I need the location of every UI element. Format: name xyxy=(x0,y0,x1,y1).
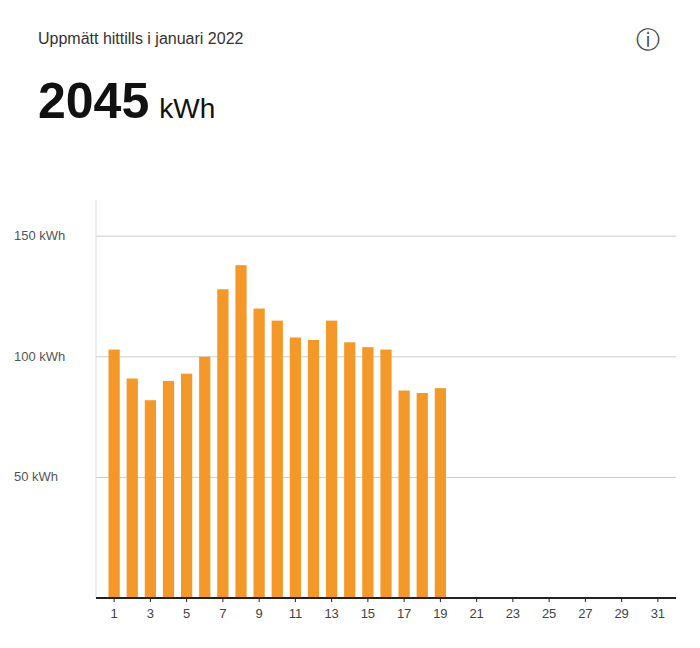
y-tick-label: 50 kWh xyxy=(14,469,58,484)
y-axis-line xyxy=(96,200,97,598)
bar xyxy=(417,393,428,598)
bar xyxy=(145,400,156,598)
grid-line xyxy=(96,236,676,237)
subtitle: Uppmätt hittills i januari 2022 xyxy=(38,30,244,47)
bar xyxy=(272,321,283,598)
x-tick-label: 27 xyxy=(578,606,592,621)
x-tick xyxy=(404,598,405,602)
y-tick-label: 150 kWh xyxy=(14,228,65,243)
x-tick xyxy=(440,598,441,602)
bar xyxy=(181,374,192,598)
x-tick xyxy=(259,598,260,602)
bar xyxy=(127,378,138,598)
bar xyxy=(235,265,246,598)
bars xyxy=(109,265,446,598)
x-tick-label: 3 xyxy=(147,606,154,621)
x-tick-label: 5 xyxy=(183,606,190,621)
background xyxy=(0,0,700,648)
bar xyxy=(217,289,228,598)
bar xyxy=(399,391,410,598)
bar xyxy=(163,381,174,598)
x-tick-label: 9 xyxy=(256,606,263,621)
x-tick xyxy=(585,598,586,602)
x-tick xyxy=(331,598,332,602)
total-unit: kWh xyxy=(159,93,215,124)
x-tick-label: 21 xyxy=(469,606,483,621)
x-tick xyxy=(367,598,368,602)
x-tick-label: 1 xyxy=(111,606,118,621)
x-tick-label: 29 xyxy=(614,606,628,621)
bar xyxy=(109,350,120,598)
x-tick xyxy=(476,598,477,602)
x-tick-label: 15 xyxy=(361,606,375,621)
x-tick-label: 23 xyxy=(506,606,520,621)
x-tick-label: 11 xyxy=(289,606,303,621)
x-tick xyxy=(222,598,223,602)
bar xyxy=(344,342,355,598)
x-tick xyxy=(512,598,513,602)
bar xyxy=(308,340,319,598)
bar xyxy=(290,337,301,598)
x-tick xyxy=(621,598,622,602)
info-icon[interactable]: ⓘ xyxy=(636,26,660,53)
x-tick xyxy=(150,598,151,602)
bar xyxy=(435,388,446,598)
x-tick xyxy=(657,598,658,602)
bar xyxy=(326,321,337,598)
y-tick-label: 100 kWh xyxy=(14,349,65,364)
x-tick-label: 19 xyxy=(433,606,447,621)
bar xyxy=(362,347,373,598)
x-tick xyxy=(295,598,296,602)
bar xyxy=(380,350,391,598)
x-tick xyxy=(186,598,187,602)
x-tick xyxy=(549,598,550,602)
bar xyxy=(199,357,210,598)
chart: Uppmätt hittills i januari 2022 2045 kWh ⓘ 5… xyxy=(0,0,700,648)
total-value: 2045 xyxy=(38,73,149,129)
x-tick-label: 25 xyxy=(542,606,556,621)
x-tick xyxy=(114,598,115,602)
x-tick-label: 7 xyxy=(219,606,226,621)
x-tick-label: 31 xyxy=(651,606,665,621)
x-tick-label: 17 xyxy=(397,606,411,621)
x-axis-line xyxy=(96,597,676,599)
bar xyxy=(254,309,265,598)
x-tick-label: 13 xyxy=(324,606,338,621)
